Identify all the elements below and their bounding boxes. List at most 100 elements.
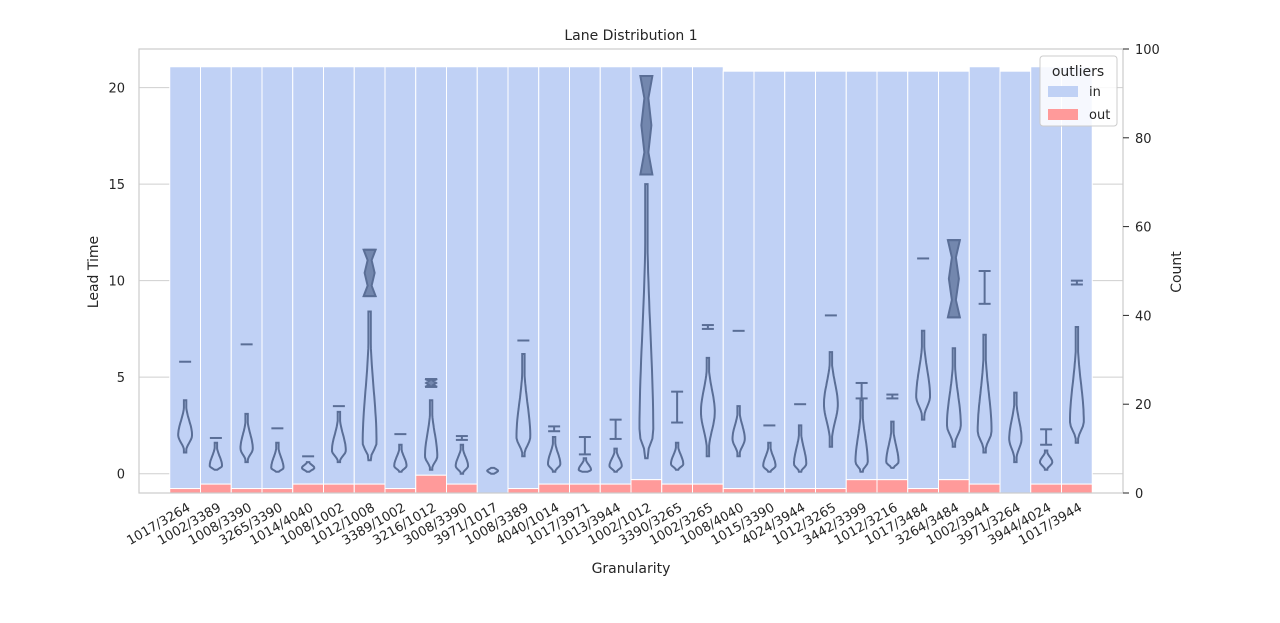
bar-out: [200, 483, 232, 494]
bar-in: [845, 70, 878, 481]
y-tick-label-right: 40: [1135, 309, 1152, 324]
bar-in: [1030, 66, 1062, 485]
y-tick-label-right: 0: [1135, 487, 1143, 502]
bar-out: [569, 483, 601, 494]
bar-out: [753, 488, 786, 494]
violin: [670, 441, 685, 471]
bar-in: [230, 66, 263, 490]
bar-in: [476, 66, 509, 494]
y-tick-label-left: 5: [117, 371, 125, 386]
violin: [762, 441, 777, 473]
legend-swatch-out: [1048, 109, 1078, 120]
y-tick-label-right: 60: [1135, 221, 1152, 236]
violin: [486, 466, 499, 475]
outlier-violin: [424, 378, 438, 388]
violin: [854, 399, 869, 473]
violin: [946, 347, 962, 448]
bar-out: [907, 488, 939, 494]
bar-out: [353, 483, 386, 494]
bar-out: [722, 488, 755, 494]
violin: [301, 461, 316, 473]
x-axis-label: Granularity: [592, 561, 671, 577]
violin: [1069, 326, 1085, 444]
bar-in: [722, 70, 755, 490]
legend-label-in: in: [1089, 85, 1101, 100]
legend-title: outliers: [1052, 64, 1104, 80]
chart-title: Lane Distribution 1: [564, 28, 697, 44]
y-tick-label-left: 0: [117, 468, 125, 483]
y-tick-label-right: 20: [1135, 398, 1152, 413]
violin: [208, 441, 223, 471]
plot-frame: [138, 48, 1124, 494]
bar-out: [661, 483, 693, 494]
bar-out: [968, 483, 1001, 494]
bar-out: [1030, 483, 1062, 494]
legend: outliers in out: [1039, 55, 1118, 127]
bar-in: [569, 66, 601, 485]
violin: [793, 424, 808, 473]
bar-in: [1061, 66, 1093, 485]
bar-in: [261, 66, 294, 490]
count-bars: [169, 66, 1093, 494]
bar-out: [784, 488, 816, 494]
y-tick-label-left: 10: [108, 275, 125, 290]
bar-out: [169, 488, 201, 494]
legend-swatch-in: [1048, 86, 1078, 97]
y-axis-label-left: Lead Time: [86, 236, 102, 308]
bar-in: [538, 66, 570, 485]
bar-out: [507, 488, 540, 494]
bar-out: [630, 479, 663, 494]
bar-out: [415, 474, 447, 494]
bar-out: [876, 479, 909, 494]
violin: [731, 405, 746, 458]
bar-in: [446, 66, 478, 485]
legend-frame: [1039, 55, 1118, 127]
bar-out: [323, 483, 355, 494]
bar-out: [692, 483, 724, 494]
lead-time-violins: [177, 75, 1085, 475]
violin: [1039, 449, 1054, 471]
bar-in: [999, 70, 1032, 494]
bar-in: [323, 66, 355, 485]
bar-in: [200, 66, 232, 485]
violin: [547, 436, 562, 473]
violin: [1008, 391, 1023, 464]
bar-in: [507, 66, 540, 490]
bar-in: [292, 66, 324, 485]
violin: [270, 441, 285, 473]
y-tick-label-right: 100: [1135, 43, 1160, 58]
bar-in: [692, 66, 724, 485]
bar-out: [538, 483, 570, 494]
bar-out: [446, 483, 478, 494]
bar-out: [261, 488, 294, 494]
violin: [608, 447, 623, 473]
violin: [885, 420, 900, 469]
violin: [823, 351, 839, 448]
legend-label-out: out: [1089, 108, 1110, 123]
y-axis-label-right: Count: [1169, 251, 1185, 293]
outlier-violin: [946, 239, 962, 319]
violin: [577, 457, 592, 473]
y-tick-label-right: 80: [1135, 132, 1152, 147]
bar-out: [938, 479, 970, 494]
bar-out: [599, 483, 632, 494]
violin: [423, 399, 439, 471]
bar-in: [876, 70, 909, 481]
bar-in: [815, 70, 847, 490]
outlier-violin: [639, 75, 654, 176]
bar-out: [292, 483, 324, 494]
bar-in: [415, 66, 447, 476]
bar-in: [599, 66, 632, 485]
bar-in: [384, 66, 417, 490]
y-tick-label-left: 20: [108, 82, 125, 97]
bar-in: [907, 70, 939, 490]
violin: [361, 310, 378, 462]
bar-in: [784, 70, 816, 490]
violin: [638, 183, 655, 460]
violin: [177, 399, 193, 454]
violin: [515, 353, 532, 458]
bar-in: [169, 66, 201, 490]
bar-out: [845, 479, 878, 494]
violin: [393, 443, 408, 473]
